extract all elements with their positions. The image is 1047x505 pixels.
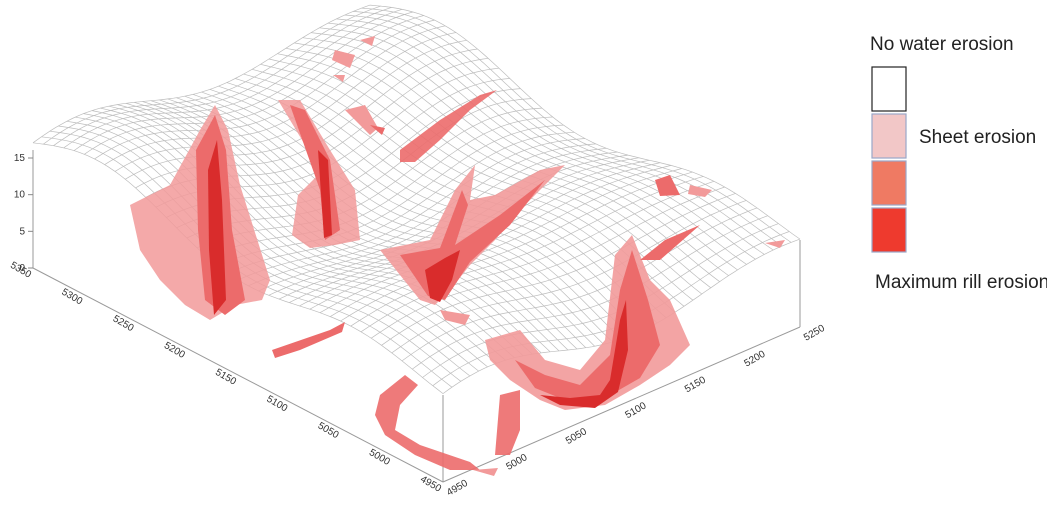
mesh-line-u bbox=[330, 168, 682, 317]
mesh-line-u bbox=[350, 176, 704, 327]
legend-label-rill: Maximum rill erosion bbox=[875, 272, 1047, 293]
legend-swatch-no-erosion bbox=[871, 66, 907, 112]
erosion-patch-sheet bbox=[333, 75, 345, 82]
z-tick-label: 5 bbox=[19, 226, 25, 237]
z-axis-ticks: 0 5 10 15 bbox=[14, 153, 33, 274]
mesh-line-u bbox=[422, 223, 779, 378]
x-tick-label: 5000 bbox=[367, 447, 392, 468]
mesh-line-v bbox=[235, 78, 658, 324]
mesh-line-v bbox=[294, 42, 720, 282]
erosion-patch-sheet bbox=[495, 390, 520, 455]
y-tick-label: 5100 bbox=[624, 400, 649, 421]
z-tick-label: 0 bbox=[19, 263, 25, 274]
erosion-patches bbox=[130, 36, 785, 476]
mesh-line-v bbox=[353, 11, 783, 247]
legend-swatch-sheet bbox=[871, 113, 907, 159]
erosion-patch-sheet bbox=[640, 225, 700, 260]
legend-label-sheet: Sheet erosion bbox=[919, 127, 1036, 148]
y-tick-label: 5150 bbox=[683, 374, 708, 395]
mesh-line-v bbox=[344, 14, 774, 251]
y-tick-label: 5200 bbox=[743, 349, 768, 370]
erosion-patch-sheet bbox=[272, 322, 345, 358]
mesh-line-u bbox=[340, 171, 693, 322]
mesh-line-u bbox=[84, 15, 424, 155]
erosion-patch-rill bbox=[208, 140, 226, 315]
erosion-patch-moderate bbox=[515, 250, 660, 400]
mesh-line-v bbox=[310, 32, 738, 271]
erosion-patch-sheet bbox=[375, 375, 480, 470]
mesh-line-v bbox=[327, 22, 756, 260]
mesh-line-v bbox=[277, 53, 703, 295]
mesh-line-u bbox=[401, 207, 758, 362]
legend-swatch-moderate bbox=[871, 160, 907, 206]
mesh-line-u bbox=[258, 147, 607, 292]
y-tick-label: 5000 bbox=[505, 452, 530, 473]
mesh-line-u bbox=[412, 215, 768, 370]
legend-title: No water erosion bbox=[870, 34, 1014, 55]
erosion-patch-sheet bbox=[765, 240, 785, 248]
mesh-line-v bbox=[209, 89, 631, 337]
mesh-line-u bbox=[104, 25, 446, 165]
erosion-patch-rill bbox=[425, 250, 460, 302]
mesh-line-v bbox=[201, 91, 622, 340]
z-tick-label: 15 bbox=[14, 153, 26, 164]
erosion-patch-rill bbox=[318, 150, 332, 238]
erosion-patch-sheet bbox=[440, 310, 470, 325]
erosion-patch-sheet bbox=[688, 185, 712, 197]
x-tick-label: 5350 bbox=[8, 260, 33, 281]
y-tick-label: 5050 bbox=[564, 426, 589, 447]
x-tick-label: 4950 bbox=[418, 474, 443, 495]
legend: No water erosion Sheet erosion Maximum r… bbox=[870, 34, 1047, 293]
erosion-patch-sheet bbox=[360, 36, 375, 46]
erosion-patch-sheet bbox=[345, 105, 378, 135]
x-tick-label: 5050 bbox=[316, 420, 341, 441]
mesh-line-v bbox=[268, 58, 694, 301]
mesh-line-v bbox=[361, 7, 792, 243]
x-tick-label: 5250 bbox=[111, 313, 136, 334]
mesh-line-v bbox=[369, 4, 801, 240]
erosion-patch-moderate bbox=[400, 180, 545, 300]
legend-swatch-rill bbox=[871, 207, 907, 253]
y-tick-label: 4950 bbox=[445, 478, 470, 499]
mesh-line-u bbox=[371, 186, 725, 339]
x-tick-label: 5100 bbox=[264, 394, 289, 415]
erosion-patch-sheet bbox=[400, 90, 497, 162]
x-tick-label: 5300 bbox=[59, 287, 84, 308]
erosion-patch-rill bbox=[540, 300, 628, 408]
mesh-line-u bbox=[248, 143, 596, 287]
erosion-patch-sheet bbox=[473, 468, 498, 476]
x-tick-label: 5200 bbox=[162, 340, 187, 361]
mesh-line-v bbox=[319, 27, 747, 265]
z-tick-label: 10 bbox=[14, 190, 26, 201]
mesh-line-v bbox=[336, 18, 765, 255]
plot-box bbox=[32, 150, 801, 483]
x-tick-label: 5150 bbox=[213, 367, 238, 388]
mesh-line-v bbox=[285, 47, 712, 289]
erosion-patch-sheet bbox=[655, 175, 680, 196]
mesh-line-v bbox=[302, 37, 729, 276]
erosion-patch-sheet bbox=[332, 50, 355, 68]
erosion-patch-sheet bbox=[370, 125, 385, 135]
y-tick-label: 5250 bbox=[802, 323, 827, 344]
